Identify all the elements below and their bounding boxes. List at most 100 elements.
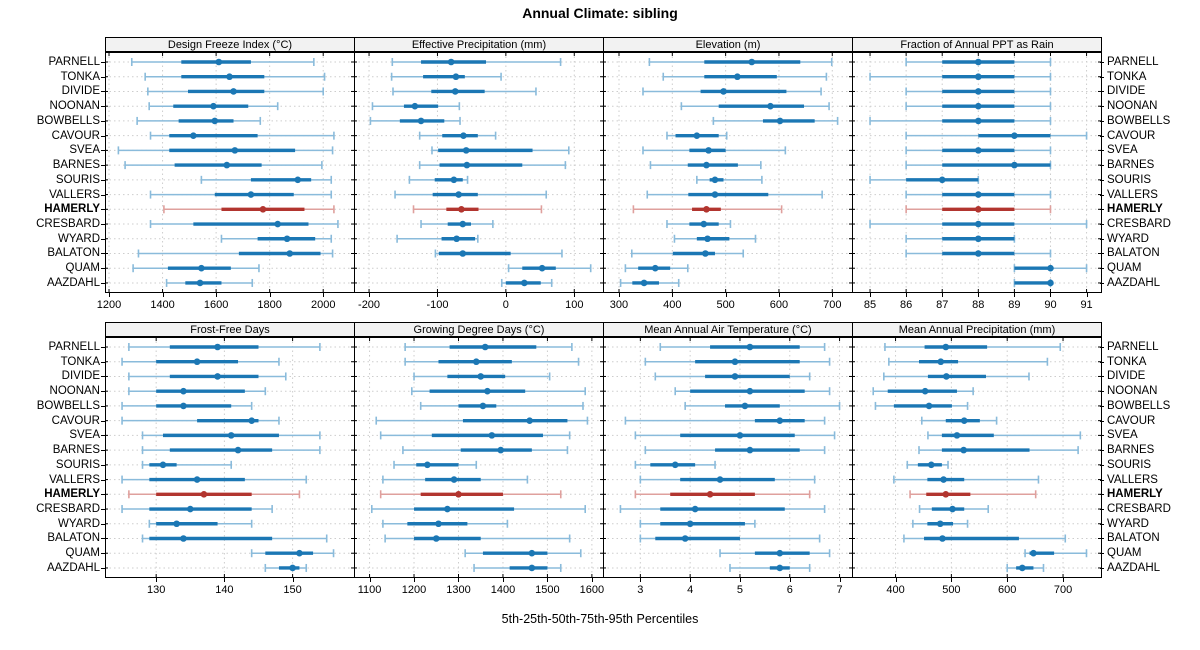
x-tick-label: 1600 [579, 584, 605, 596]
interval-series-bowbells [369, 116, 461, 125]
station-tick [101, 120, 105, 122]
x-tick-label: 1800 [257, 299, 282, 311]
interval-series-barnes [644, 446, 826, 455]
x-tick-label: 85 [863, 299, 877, 311]
station-label-vallers: VALLERS [1107, 188, 1158, 201]
station-label-noonan: NOONAN [49, 100, 100, 113]
page-title: Annual Climate: sibling [522, 5, 678, 21]
interval-series-vallers [646, 190, 823, 199]
x-tick [906, 293, 908, 297]
station-tick [101, 179, 105, 181]
interval-series-svea [379, 431, 571, 440]
interval-series-quam [250, 549, 335, 558]
interval-series-cresbard [666, 220, 732, 229]
x-tick-label: 90 [1044, 299, 1057, 311]
station-tick [1100, 523, 1104, 525]
station-tick [1100, 567, 1104, 569]
station-label-divide: DIVIDE [1107, 85, 1146, 98]
x-tick [1007, 578, 1009, 582]
interval-series-tonka [404, 357, 580, 366]
interval-series-hamerly [634, 490, 811, 499]
interval-series-vallers [121, 475, 308, 484]
interval-series-svea [642, 146, 787, 155]
x-axis: 400 500 600 700 [852, 578, 1101, 600]
x-tick-label: 1600 [203, 299, 229, 311]
x-tick [640, 578, 642, 582]
station-tick [1100, 253, 1104, 255]
station-label-vallers: VALLERS [49, 188, 100, 201]
interval-series-divide [654, 372, 811, 381]
interval-series-souris [696, 175, 763, 184]
x-tick [1050, 293, 1052, 297]
x-tick [839, 578, 841, 582]
x-tick [162, 293, 164, 297]
interval-series-divide [128, 372, 287, 381]
x-tick-label: 300 [609, 299, 629, 311]
panel-fraction-of-annual-ppt-as-rain [852, 52, 1102, 293]
station-label-bowbells: BOWBELLS [1107, 399, 1171, 412]
station-tick [1100, 209, 1104, 211]
station-label-divide: DIVIDE [61, 85, 100, 98]
station-tick [101, 450, 105, 452]
station-tick [1100, 268, 1104, 270]
interval-series-tonka [644, 357, 831, 366]
station-tick [101, 224, 105, 226]
x-tick [156, 578, 158, 582]
station-tick [1100, 361, 1104, 363]
interval-series-cresbard [420, 220, 494, 229]
interval-series-bowbells [121, 401, 253, 410]
interval-series-bowbells [136, 116, 262, 125]
station-tick [101, 253, 105, 255]
interval-series-noonan [872, 387, 974, 396]
interval-series-aazdahl [473, 563, 562, 572]
station-label-balaton: BALATON [1107, 532, 1160, 545]
station-tick [1100, 538, 1104, 540]
x-axis: 130 140 150 [105, 578, 354, 600]
station-label-parnell: PARNELL [48, 341, 100, 353]
interval-series-bowbells [419, 401, 584, 410]
station-label-balaton: BALATON [47, 247, 100, 260]
station-tick [1100, 494, 1104, 496]
x-tick [109, 293, 111, 297]
x-tick-label: 600 [998, 584, 1017, 596]
station-tick [101, 523, 105, 525]
interval-series-wyard [912, 519, 969, 528]
station-tick [1100, 420, 1104, 422]
interval-series-quam [507, 264, 592, 273]
station-tick [1100, 150, 1104, 152]
x-tick-label: 89 [1008, 299, 1021, 311]
interval-series-balaton [434, 249, 563, 258]
station-label-divide: DIVIDE [1107, 370, 1146, 383]
x-tick [458, 578, 460, 582]
interval-series-aazdahl [619, 278, 680, 287]
station-label-aazdahl: AAZDAHL [46, 561, 100, 574]
station-tick [1100, 62, 1104, 63]
interval-series-cresbard [149, 220, 339, 229]
interval-series-cavour [121, 416, 280, 425]
station-tick [1100, 464, 1104, 466]
interval-series-souris [906, 460, 949, 469]
station-tick [1100, 179, 1104, 181]
station-label-souris: SOURIS [55, 458, 100, 471]
station-label-vallers: VALLERS [1107, 473, 1158, 486]
station-label-cavour: CAVOUR [51, 129, 100, 142]
panel-design-freeze-index-c- [105, 52, 355, 293]
station-label-tonka: TONKA [60, 70, 100, 83]
station-tick [101, 420, 105, 422]
x-axis: 85 86 87 88 89 90 91 [852, 293, 1101, 315]
interval-series-quam [1024, 549, 1088, 558]
station-tick [1100, 224, 1104, 226]
interval-series-cresbard [869, 220, 1088, 229]
interval-series-noonan [148, 102, 279, 111]
station-label-parnell: PARNELL [48, 56, 100, 68]
station-tick [101, 150, 105, 152]
station-label-hamerly: HAMERLY [1107, 488, 1163, 501]
station-tick [101, 194, 105, 196]
interval-series-bowbells [869, 116, 1052, 125]
interval-series-hamerly [412, 205, 543, 214]
panel-strip-title: Effective Precipitation (mm) [354, 37, 604, 52]
station-tick [101, 347, 105, 348]
station-label-parnell: PARNELL [1107, 341, 1159, 353]
interval-series-tonka [144, 72, 326, 81]
station-label-wyard: WYARD [1107, 517, 1149, 530]
